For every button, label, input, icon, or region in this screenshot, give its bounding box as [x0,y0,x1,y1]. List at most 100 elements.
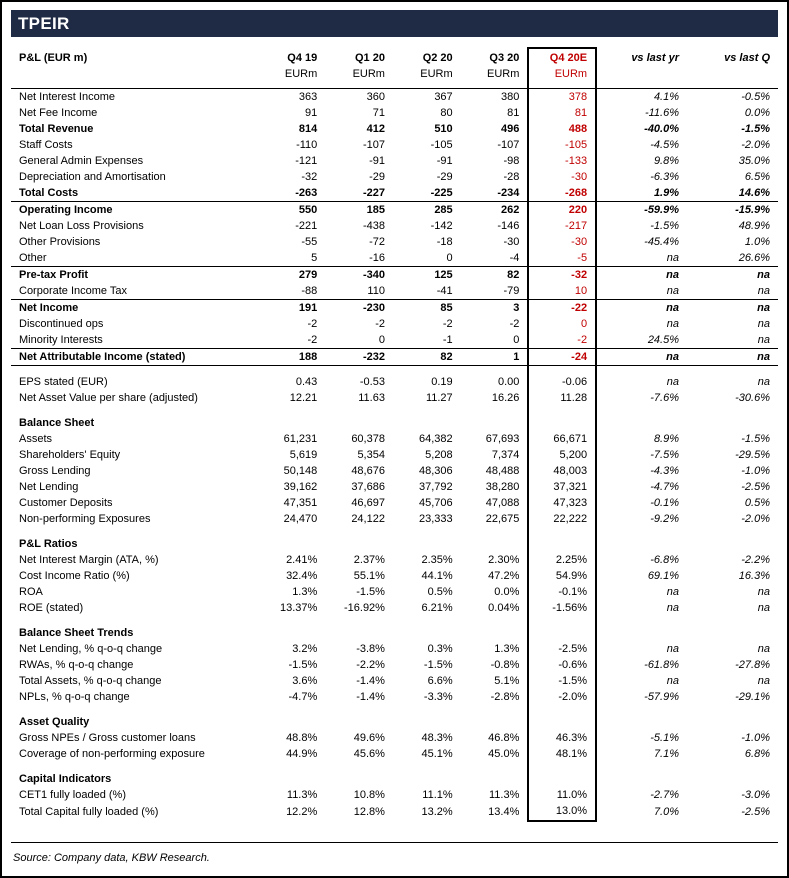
value-cell: -1.5% [741,122,770,135]
value-cell: 13.37% [279,602,318,614]
value-cell [393,528,461,537]
section-header-row: Balance Sheet [11,415,778,432]
value-cell: 363 [298,90,318,103]
row-label: Cost Income Ratio (%) [19,570,130,582]
row-label: Net Asset Value per share (adjusted) [19,392,198,404]
table-row: Net Lending, % q-o-q change 3.2% -3.8% 0.3%… [11,641,778,658]
section-header-row: P&L Ratios [11,536,778,553]
row-label: Total Capital fully loaded (%) [19,805,159,818]
value-cell: 2.37% [353,554,385,566]
value-cell [527,714,598,731]
value-cell: -1.5% [356,586,385,598]
row-label: Net Lending [19,481,79,493]
value-cell [325,626,393,642]
row-label: Net Attributable Income (stated) [11,348,258,366]
value-cell: 22,222 [527,511,598,528]
value-cell: -5 [527,250,598,267]
value-cell [596,528,687,537]
value-cell: -268 [527,185,598,202]
value-cell: -1.5% [288,659,318,671]
value-cell: -3.3% [423,691,453,703]
value-cell: 191 [257,299,326,316]
value-cell: 125 [392,266,461,283]
value-cell: 7.1% [653,748,680,760]
units-label [596,66,688,89]
value-cell: 0.04% [488,602,520,614]
value-cell: -2.5% [741,805,770,818]
value-cell: -234 [497,186,520,199]
value-cell [687,706,778,715]
table-row: RWAs, % q-o-q change -1.5% -2.2% -1.5% -0.8%… [11,657,778,674]
row-label: CET1 fully loaded (%) [19,789,126,801]
value-cell: 67,693 [485,433,520,445]
value-cell: 380 [501,90,520,103]
value-cell: 1.3% [292,586,318,598]
value-cell: 3 [460,299,529,316]
value-cell: -88 [301,284,318,297]
row-label [11,366,258,375]
row-label: Net Loan Loss Provisions [19,219,144,232]
value-cell: 48,676 [351,465,385,477]
value-cell: 82 [392,348,461,366]
value-cell: -79 [503,284,520,297]
value-cell [596,617,687,626]
value-cell [687,537,778,553]
value-cell: 80 [440,106,453,119]
value-cell: na [666,317,680,330]
value-cell: -107 [497,138,520,151]
table-row: ROA 1.3% -1.5% 0.5% 0.0% -0.1% na na [11,584,778,601]
row-label: NPLs, % q-o-q change [19,691,130,703]
column-header-q3-20: Q3 20 [489,51,520,64]
row-label: Operating Income [11,201,258,218]
value-cell [687,626,778,642]
value-cell: 22,675 [485,513,520,525]
value-cell: -4 [509,251,520,264]
section-header-row: Asset Quality [11,714,778,731]
value-cell: 16.26 [491,392,520,404]
value-cell: -16.92% [343,602,385,614]
units-label [687,66,778,89]
table-row: Shareholders' Equity 5,619 5,354 5,208 7,374… [11,447,778,464]
value-cell: 0.43 [295,376,318,388]
value-cell: 0 [378,333,385,346]
source-note: Source: Company data, KBW Research. [11,842,778,868]
value-cell: -340 [325,266,393,283]
value-cell: 81 [507,106,520,119]
value-cell: 5,354 [357,449,385,461]
value-cell: na [757,376,770,388]
value-cell [461,626,529,642]
value-cell [461,416,529,432]
row-label [11,617,258,626]
value-cell: -0.06 [527,374,598,391]
table-row: Minority Interests -2 0 -1 0 -2 24.5% na [11,332,778,349]
value-cell: 66,671 [527,431,598,448]
value-cell: 71 [372,106,385,119]
value-cell: 61,231 [283,433,318,445]
value-cell [325,366,393,375]
value-cell [393,366,461,375]
value-cell [393,537,461,553]
row-label: Minority Interests [19,333,103,346]
value-cell: na [666,643,680,655]
value-cell [325,537,393,553]
table-row: Customer Deposits 47,351 46,697 45,706 47,08… [11,495,778,512]
value-cell: 188 [257,348,326,366]
table-row: Net Fee Income 91 71 80 81 81 -11.6% 0.0% [11,105,778,121]
value-cell: 13.0% [527,803,598,822]
value-cell: -4.3% [650,465,680,477]
value-cell: 24.5% [647,333,680,346]
units-label: EURm [460,66,529,89]
value-cell: 82 [460,266,529,283]
units-label: EURm [527,66,598,89]
financials-table: P&L (EUR m) Q4 19 Q1 20 Q2 20 Q3 20 Q4 20E vs … [11,47,778,822]
value-cell: 2.25% [527,552,598,569]
value-cell: -1.0% [741,465,770,477]
value-cell: na [757,333,770,346]
value-cell [527,625,598,642]
row-label: Asset Quality [19,716,90,728]
table-row: Total Capital fully loaded (%) 12.2% 12.8%… [11,803,778,822]
value-cell [461,715,529,731]
column-header-q4-19: Q4 19 [287,51,318,64]
value-cell: 46.3% [527,730,598,747]
table-row: Net Asset Value per share (adjusted) 12.2… [11,390,778,407]
